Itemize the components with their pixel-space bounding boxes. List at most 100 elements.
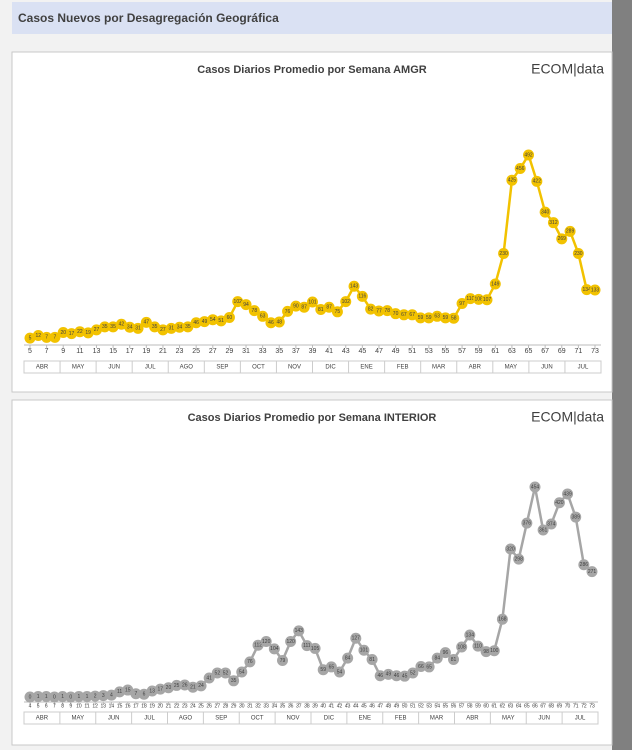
month-label: MAY [72,716,85,722]
data-label: 271 [588,569,597,575]
data-label: 81 [318,307,324,313]
x-tick-label: 33 [259,348,267,355]
month-label: JUN [541,365,553,371]
point [382,668,394,680]
data-label: 81 [369,657,375,663]
point [464,293,476,305]
x-tick-label: 58 [467,703,473,709]
point [406,309,418,321]
x-tick-label: 34 [272,703,278,709]
point [99,321,111,333]
x-tick-label: 10 [76,703,82,709]
x-tick-label: 61 [491,348,499,355]
point [390,308,402,320]
logo: ECOM|data [531,409,604,425]
point [562,488,574,500]
data-label: 320 [506,546,515,552]
x-tick-label: 41 [325,348,333,355]
point [431,310,443,322]
x-tick-label: 53 [425,348,433,355]
x-tick-label: 62 [500,703,506,709]
point [529,481,541,493]
data-label: 47 [144,320,150,326]
data-label: 6 [143,692,146,698]
month-label: JUN [108,365,120,371]
data-label: 66 [418,664,424,670]
data-label: 134 [583,287,592,293]
data-label: 22 [77,329,83,335]
data-label: 230 [499,251,508,257]
point [244,656,256,668]
x-tick-label: 40 [320,703,326,709]
point [232,296,244,308]
data-label: 7 [45,335,48,341]
data-label: 110 [466,296,474,302]
x-tick-label: 32 [255,703,261,709]
month-label: ABR [466,716,479,722]
x-tick-label: 71 [573,703,579,709]
point [539,206,551,218]
x-tick-label: 28 [223,703,229,709]
point [207,314,219,326]
data-label: 94 [243,302,249,308]
point [203,672,215,684]
x-tick-label: 27 [215,703,221,709]
x-tick-label: 37 [292,348,300,355]
point [398,309,410,321]
x-tick-label: 49 [392,348,400,355]
x-tick-label: 71 [574,348,582,355]
point [342,652,354,664]
data-label: 149 [491,281,500,287]
data-label: 1 [45,694,48,700]
point [315,304,327,316]
point [82,327,94,339]
data-label: 134 [466,632,475,638]
data-label: 289 [566,229,575,235]
x-tick-label: 9 [61,348,65,355]
x-tick-label: 55 [442,348,450,355]
data-label: 298 [515,556,524,562]
point [448,312,460,324]
data-label: 27 [160,327,166,333]
data-label: 101 [308,299,317,305]
point [24,691,36,703]
data-label: 105 [311,646,320,652]
data-label: 77 [376,308,382,314]
x-tick-label: 31 [242,348,250,355]
x-tick-label: 59 [475,703,481,709]
data-label: 51 [218,318,224,324]
x-tick-label: 39 [309,348,317,355]
point [240,299,252,311]
point [248,305,260,317]
data-label: 376 [523,520,532,526]
data-label: 111 [303,643,311,649]
point [415,660,427,672]
data-label: 7 [54,335,57,341]
x-tick-label: 37 [296,703,302,709]
data-label: 65 [329,664,335,670]
point [586,566,598,578]
data-label: 87 [326,305,332,311]
logo: ECOM|data [531,61,604,77]
point [537,524,549,536]
data-label: 1 [86,694,89,700]
data-label: 63 [260,314,266,320]
point [215,315,227,327]
point [480,646,492,658]
month-label: JUN [108,716,120,722]
month-label: ABR [36,716,49,722]
month-label: MAY [505,365,518,371]
x-tick-label: 24 [190,703,196,709]
x-tick-label: 39 [312,703,318,709]
point [257,310,269,322]
data-label: 52 [215,670,221,676]
data-label: 133 [591,287,600,293]
x-tick-label: 46 [369,703,375,709]
month-label: SEP [215,716,227,722]
point [187,681,199,693]
data-label: 63 [434,314,440,320]
data-label: 46 [377,673,383,679]
chart-title: Casos Diarios Promedio por Semana AMGR [197,64,426,76]
x-tick-label: 15 [109,348,117,355]
